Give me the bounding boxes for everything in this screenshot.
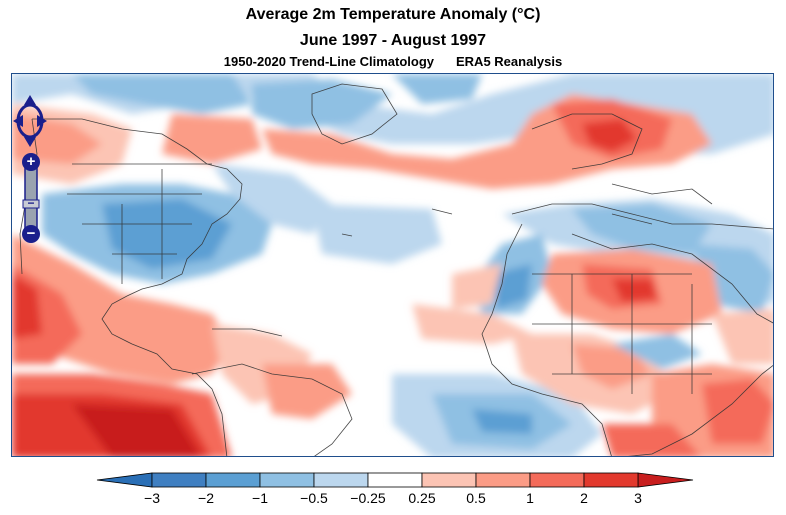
colorbar-tick-label: 3	[634, 490, 642, 506]
zoom-level-icon: −	[27, 196, 35, 210]
colorbar-segment	[475, 472, 531, 488]
colorbar-segment	[421, 472, 477, 488]
colorbar-segment	[529, 472, 585, 488]
colorbar: −3 −2 −1 −0.5 −0.25 0.25 0.5 1 2 3	[95, 470, 695, 510]
colorbar-segment	[205, 472, 261, 488]
map-subtitle: 1950-2020 Trend-Line Climatology ERA5 Rea…	[0, 54, 786, 69]
pan-down-icon[interactable]	[24, 137, 36, 147]
colorbar-tick-label: 0.5	[466, 490, 486, 506]
colorbar-segment	[151, 472, 207, 488]
colorbar-tick-label: 2	[580, 490, 588, 506]
colorbar-segment	[367, 472, 423, 488]
colorbar-tick-label: −0.25	[350, 490, 386, 506]
zoom-in-icon[interactable]: +	[26, 153, 36, 170]
colorbar-tick-label: −0.5	[300, 490, 328, 506]
pan-up-icon[interactable]	[24, 95, 36, 105]
colorbar-segment	[313, 472, 369, 488]
colorbar-segment	[583, 472, 639, 488]
colorbar-svg: −3 −2 −1 −0.5 −0.25 0.25 0.5 1 2 3	[96, 472, 694, 506]
source-label: ERA5 Reanalysis	[456, 54, 563, 69]
colorbar-tick-label: −1	[252, 490, 268, 506]
zoom-out-icon[interactable]: −	[26, 225, 36, 242]
zoom-slider-handle	[22, 199, 40, 209]
zoom-out-button[interactable]	[22, 225, 40, 243]
colorbar-segment	[259, 472, 315, 488]
zoom-in-button[interactable]	[22, 153, 40, 171]
zoom-control[interactable]: + − −	[19, 152, 43, 244]
anomaly-map-canvas	[12, 74, 773, 456]
colorbar-tick-label: −3	[144, 490, 160, 506]
map-period: June 1997 - August 1997	[299, 32, 487, 49]
map-title: Average 2m Temperature Anomaly (°C)	[245, 6, 541, 23]
land-borders	[19, 83, 773, 456]
climatology-label: 1950-2020 Trend-Line Climatology	[223, 54, 434, 69]
colorbar-tick-label: 0.25	[408, 490, 435, 506]
colorbar-high-extend	[637, 472, 694, 488]
colorbar-tick-label: 1	[526, 490, 534, 506]
colorbar-tick-label: −2	[198, 490, 214, 506]
anomaly-map[interactable]	[11, 73, 774, 457]
colorbar-low-extend	[96, 472, 153, 488]
pan-control[interactable]	[13, 95, 47, 147]
